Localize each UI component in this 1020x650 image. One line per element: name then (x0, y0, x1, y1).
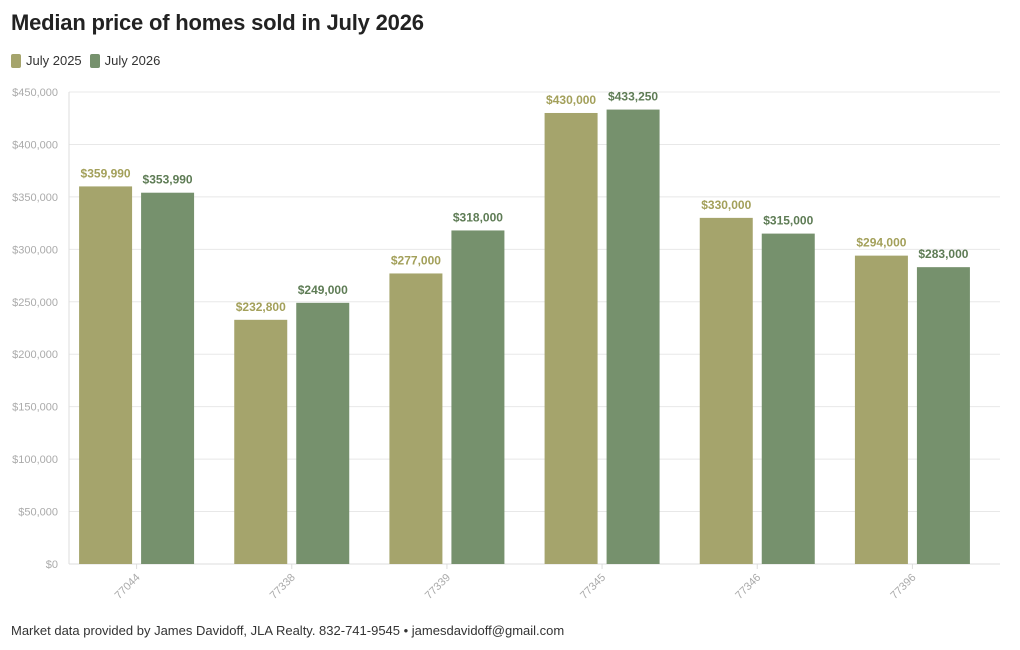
data-label: $430,000 (546, 93, 596, 107)
x-tick-label: 77338 (268, 572, 298, 602)
x-tick-label: 77346 (733, 572, 763, 602)
bar (916, 267, 970, 564)
legend-swatch-july-2025 (11, 53, 21, 68)
bar (296, 302, 350, 564)
y-tick-label: $400,000 (12, 139, 58, 151)
data-label: $315,000 (763, 214, 813, 228)
x-tick-label: 77396 (888, 572, 918, 602)
y-tick-label: $200,000 (12, 349, 58, 361)
legend-item-july-2025[interactable]: July 2025 (11, 53, 82, 68)
y-tick-label: $100,000 (12, 454, 58, 466)
data-label: $353,990 (143, 173, 193, 187)
bar (606, 109, 660, 565)
data-label: $433,250 (608, 90, 658, 104)
data-label: $318,000 (453, 210, 503, 224)
data-label: $330,000 (701, 198, 751, 212)
data-label: $294,000 (856, 236, 906, 250)
data-label: $232,800 (236, 300, 286, 314)
bar-chart: $0 $50,000 $100,000 $150,000 $200,000 $250,00… (12, 87, 1000, 602)
legend-label-july-2026: July 2026 (104, 53, 161, 68)
legend: July 2025 July 2026 (11, 53, 160, 68)
y-tick-label: $150,000 (12, 402, 58, 414)
legend-item-july-2026[interactable]: July 2026 (89, 53, 161, 68)
y-tick-label: $350,000 (12, 192, 58, 204)
bar (141, 192, 195, 564)
bar (389, 273, 443, 564)
x-tick-label: 77044 (113, 572, 143, 602)
bar (79, 186, 133, 564)
x-tick-label: 77339 (423, 572, 453, 602)
y-tick-label: $0 (46, 559, 58, 571)
x-tick-label: 77345 (578, 572, 608, 602)
bar (544, 112, 598, 564)
y-tick-label: $250,000 (12, 297, 58, 309)
y-tick-label: $50,000 (18, 507, 58, 519)
y-tick-label: $450,000 (12, 87, 58, 99)
bar (699, 217, 753, 564)
chart-title: Median price of homes sold in July 2026 (11, 10, 424, 35)
footer-credit: Market data provided by James Davidoff, … (11, 623, 565, 638)
bar (761, 233, 815, 564)
y-tick-label: $300,000 (12, 244, 58, 256)
data-label: $359,990 (81, 166, 131, 180)
legend-label-july-2025: July 2025 (26, 53, 82, 68)
legend-swatch-july-2026 (89, 53, 100, 68)
bar (451, 230, 505, 564)
bar (854, 255, 908, 565)
bar (234, 319, 288, 564)
data-label: $277,000 (391, 253, 441, 267)
data-label: $283,000 (918, 247, 968, 261)
data-label: $249,000 (298, 283, 348, 297)
